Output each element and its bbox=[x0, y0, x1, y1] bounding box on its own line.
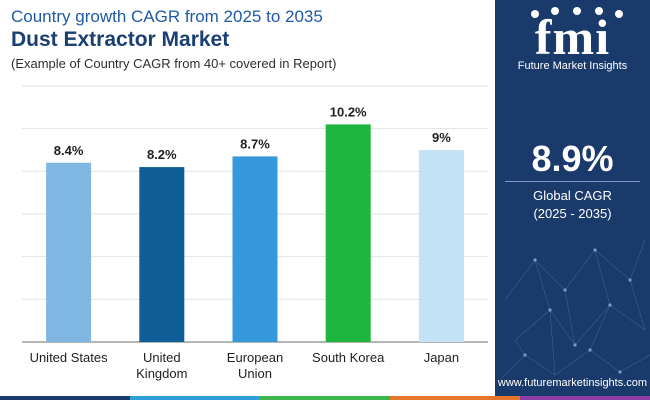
bar-japan bbox=[418, 150, 464, 342]
stripe-segment bbox=[390, 396, 521, 400]
chart-title-line1: Country growth CAGR from 2025 to 2035 bbox=[11, 7, 323, 26]
bar-south-korea bbox=[325, 124, 371, 343]
bar-chart: 8.4% 8.2% 8.7% 10.2% 9% United States United K… bbox=[22, 85, 488, 381]
divider bbox=[505, 181, 640, 182]
category-label: South Korea bbox=[312, 350, 385, 365]
global-cagr-label: Global CAGR bbox=[533, 188, 612, 203]
chart-title: Dust Extractor Market bbox=[11, 28, 230, 51]
category-label: European Union bbox=[227, 350, 283, 381]
bars bbox=[46, 124, 464, 343]
category-label: Japan bbox=[424, 350, 459, 365]
logo-subtitle: Future Market Insights bbox=[517, 60, 628, 72]
bottom-stripe bbox=[0, 396, 650, 400]
stripe-segment bbox=[130, 396, 261, 400]
bar-united-states bbox=[46, 162, 92, 342]
network-decoration bbox=[499, 7, 650, 381]
value-label: 10.2% bbox=[330, 104, 367, 119]
value-label: 8.4% bbox=[54, 143, 84, 158]
category-label: United Kingdom bbox=[136, 350, 187, 381]
stripe-segment bbox=[0, 396, 131, 400]
category-labels: United States United Kingdom European Union S… bbox=[30, 350, 460, 381]
bar-european-union bbox=[232, 156, 278, 342]
logo-icons bbox=[531, 7, 623, 18]
global-cagr-value: 8.9% bbox=[531, 138, 614, 179]
value-label: 8.7% bbox=[240, 136, 270, 151]
fmi-logo: fmi bbox=[534, 9, 611, 65]
category-label: United States bbox=[30, 350, 109, 365]
stripe-segment bbox=[260, 396, 391, 400]
value-label: 8.2% bbox=[147, 147, 177, 162]
stripe-segment bbox=[520, 396, 650, 400]
website-link[interactable]: www.futuremarketinsights.com bbox=[497, 377, 648, 389]
value-labels: 8.4% 8.2% 8.7% 10.2% 9% bbox=[54, 104, 451, 162]
chart-subtitle: (Example of Country CAGR from 40+ covere… bbox=[11, 56, 337, 71]
global-cagr-period: (2025 - 2035) bbox=[533, 206, 612, 221]
value-label: 9% bbox=[432, 130, 451, 145]
bar-united-kingdom bbox=[139, 167, 185, 342]
side-panel: fmi Future Market Insights 8.9% Global C… bbox=[495, 0, 650, 400]
